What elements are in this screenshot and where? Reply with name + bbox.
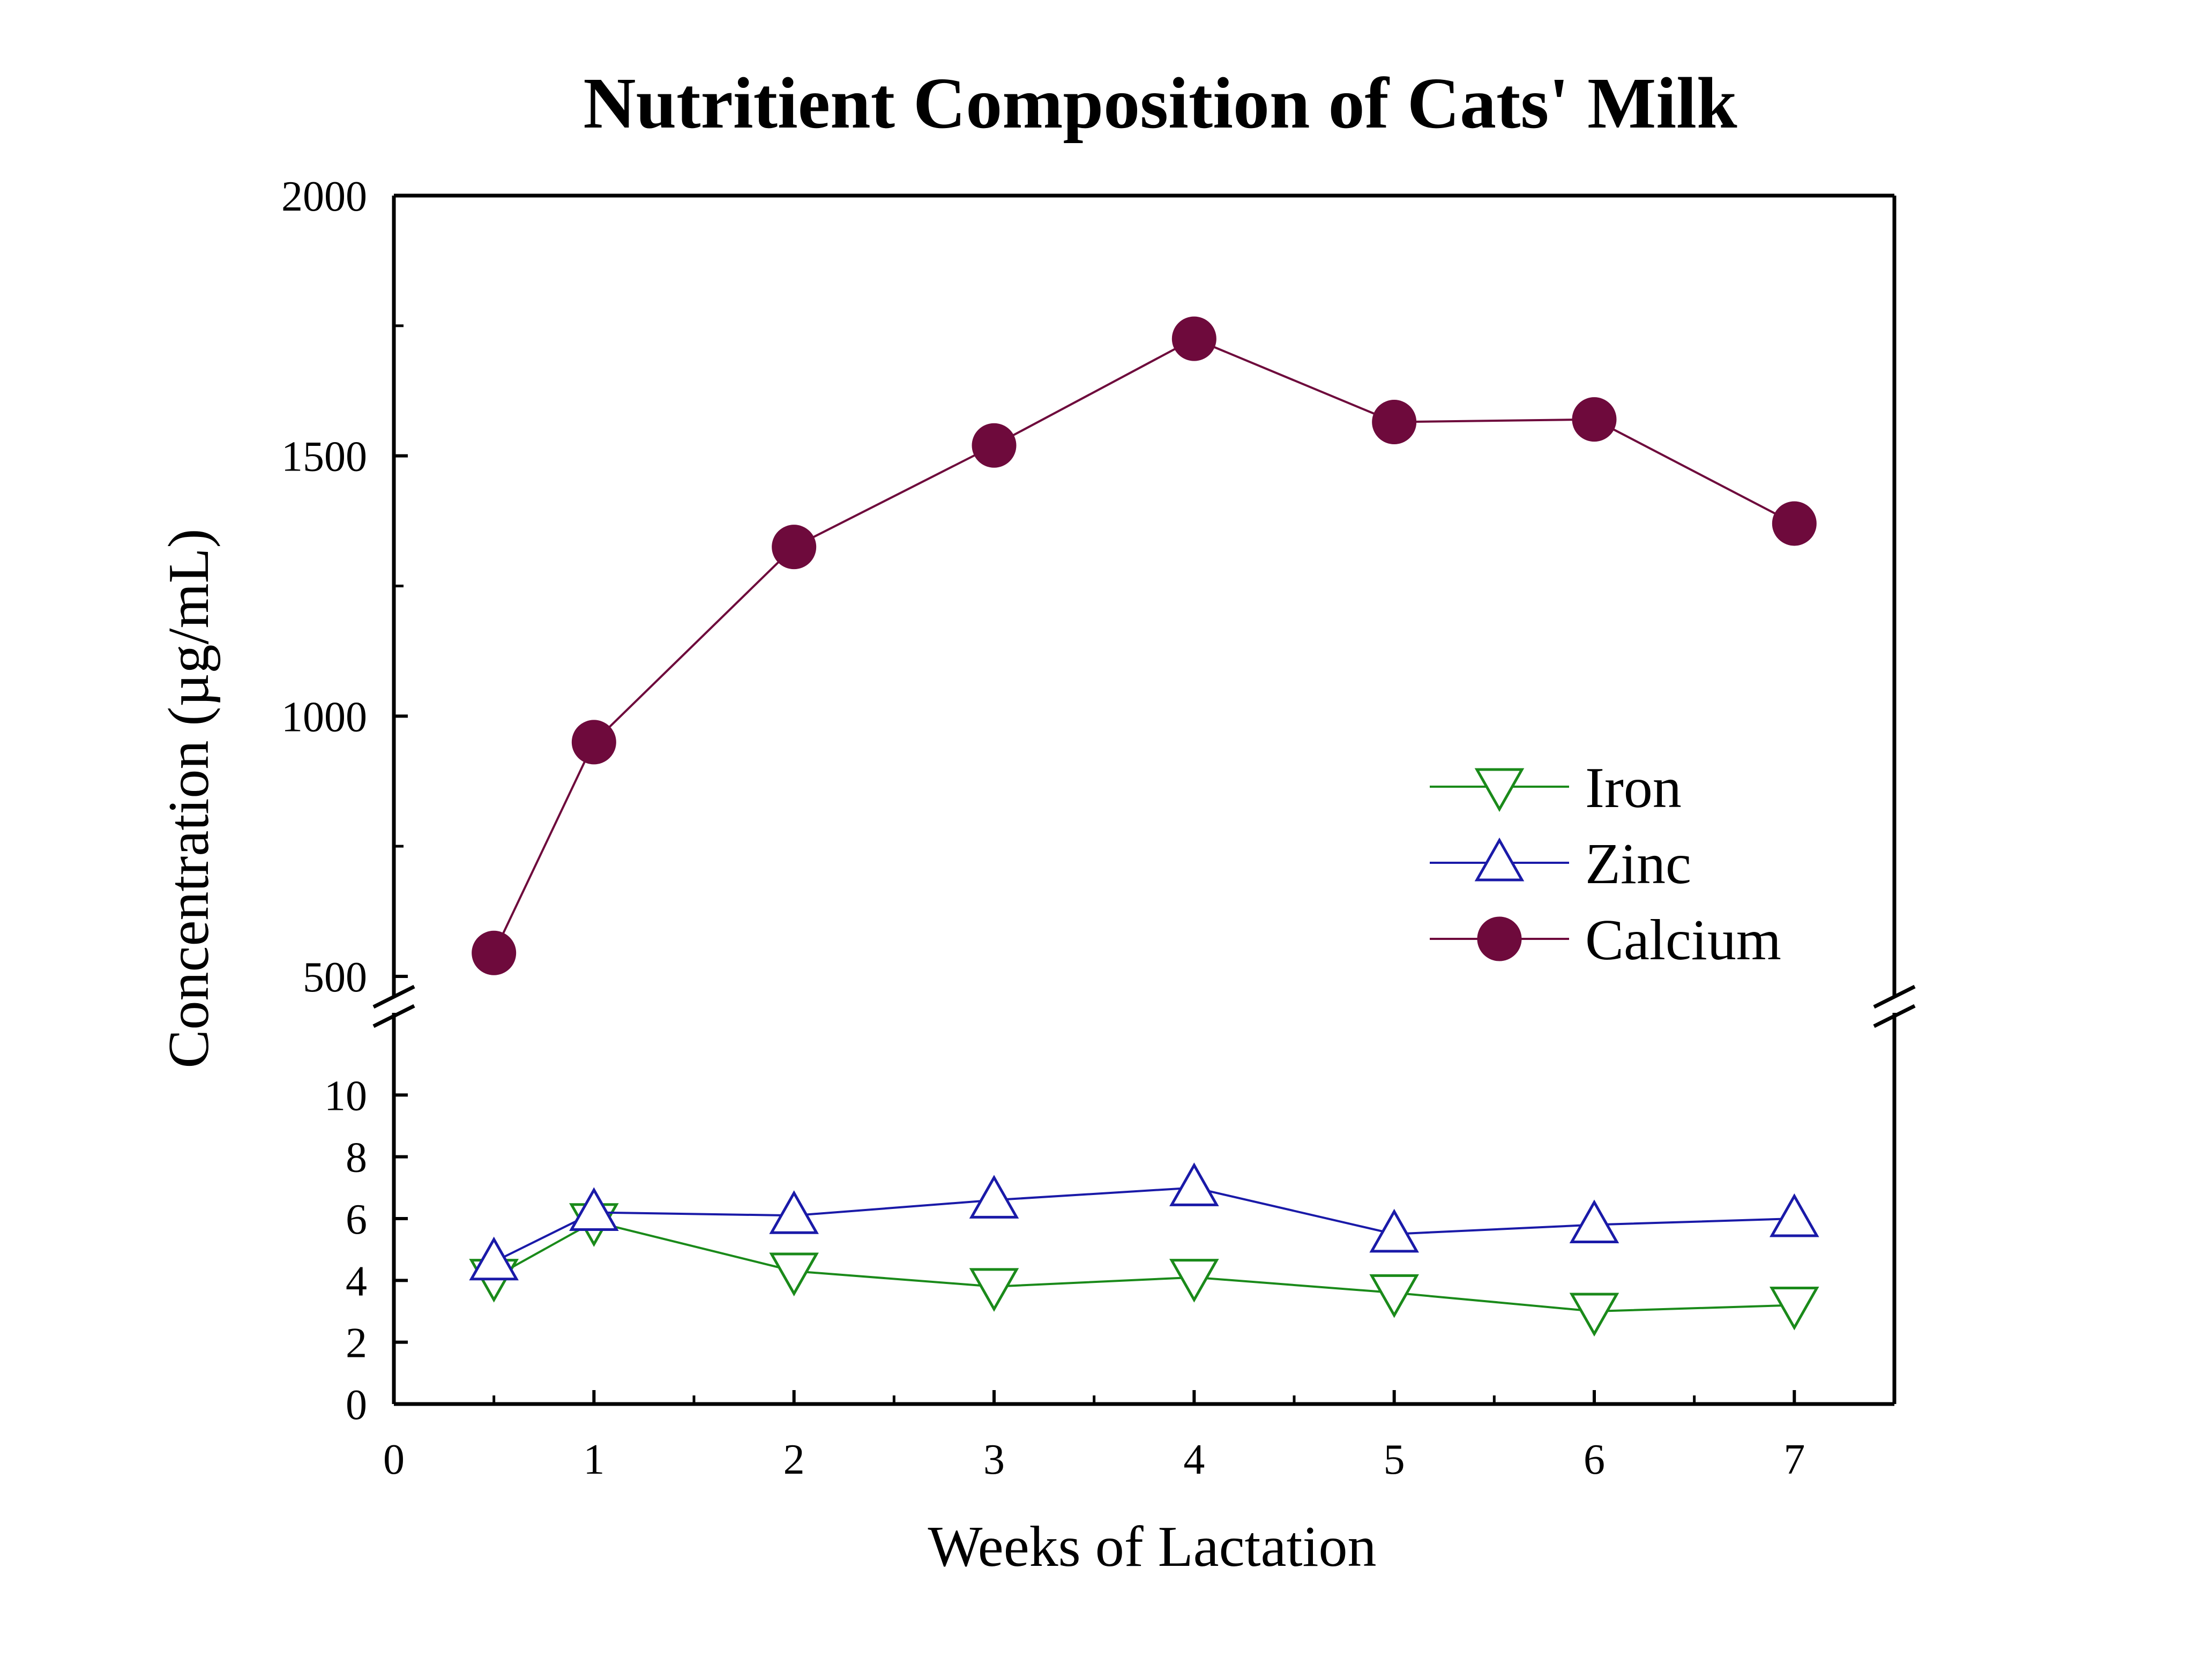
zinc-line [493, 1186, 1795, 1263]
iron-point [1169, 1259, 1219, 1303]
calcium-line [492, 337, 1795, 954]
y-axis-label: Concentration (µg/mL) [157, 529, 221, 1069]
chart-title: Nutritient Composition of Cats' Milk [583, 63, 1737, 144]
y-tick-label-upper: 2000 [281, 173, 367, 220]
iron-point [1770, 1286, 1819, 1331]
calcium-point [1572, 397, 1617, 442]
legend-marker-zinc [1474, 837, 1525, 882]
break-slash [1873, 1004, 1916, 1028]
zinc-point [469, 1236, 519, 1281]
series-calcium [472, 316, 1817, 975]
axes: 500 1000 1500 2000 0 2 4 6 8 10 0 1 2 3 4 5 6 7 [281, 173, 1916, 1483]
series-zinc [469, 1162, 1819, 1281]
iron-point [969, 1268, 1019, 1312]
y-tick-label-lower: 0 [346, 1382, 367, 1429]
legend-label-zinc: Zinc [1585, 832, 1691, 896]
legend-item-zinc: Zinc [1430, 832, 1691, 896]
legend-label-calcium: Calcium [1585, 908, 1781, 972]
y-tick-label-upper: 500 [303, 954, 367, 1001]
zinc-point [769, 1190, 819, 1234]
y-axis-break-mark [372, 984, 415, 1028]
iron-point [769, 1252, 819, 1297]
legend-item-calcium: Calcium [1430, 908, 1781, 972]
x-tick-label: 0 [383, 1436, 405, 1483]
x-tick-label: 7 [1783, 1436, 1805, 1483]
iron-point [1369, 1274, 1419, 1318]
break-slash [372, 984, 415, 1009]
calcium-point [571, 720, 616, 765]
right-axis-break-mark [1873, 984, 1916, 1028]
zinc-point [1770, 1193, 1819, 1237]
x-tick-label: 5 [1384, 1436, 1405, 1483]
zinc-point [1569, 1199, 1619, 1244]
y-tick-label-lower: 8 [346, 1134, 367, 1182]
x-axis-label: Weeks of Lactation [928, 1515, 1377, 1579]
legend: Iron Zinc Calcium [1430, 756, 1781, 972]
legend-item-iron: Iron [1430, 756, 1682, 820]
y-tick-label-lower: 10 [324, 1072, 367, 1119]
calcium-point [772, 525, 817, 570]
iron-point [1569, 1293, 1619, 1337]
calcium-point [972, 423, 1017, 468]
zinc-point [1169, 1162, 1219, 1206]
break-slash [372, 1004, 415, 1028]
break-slash [1873, 984, 1916, 1009]
calcium-point [1772, 501, 1817, 546]
y-tick-label-lower: 4 [346, 1258, 367, 1305]
calcium-point [472, 930, 517, 975]
zinc-point [969, 1175, 1019, 1219]
y-tick-label-upper: 1500 [281, 434, 367, 481]
y-tick-label-lower: 6 [346, 1196, 367, 1243]
legend-marker-calcium [1477, 916, 1522, 961]
x-tick-label: 6 [1584, 1436, 1605, 1483]
zinc-point [1369, 1208, 1419, 1253]
calcium-point [1372, 400, 1417, 445]
x-tick-label: 2 [783, 1436, 805, 1483]
legend-label-iron: Iron [1585, 756, 1682, 820]
x-tick-label: 4 [1183, 1436, 1205, 1483]
zinc-point [569, 1187, 619, 1231]
x-tick-label: 3 [983, 1436, 1005, 1483]
series-layer [469, 316, 1819, 1337]
y-tick-label-upper: 1000 [281, 693, 367, 741]
legend-marker-iron [1474, 768, 1525, 812]
calcium-point [1171, 316, 1216, 361]
iron-line [493, 1220, 1795, 1313]
x-tick-label: 1 [583, 1436, 604, 1483]
y-tick-label-lower: 2 [346, 1320, 367, 1367]
